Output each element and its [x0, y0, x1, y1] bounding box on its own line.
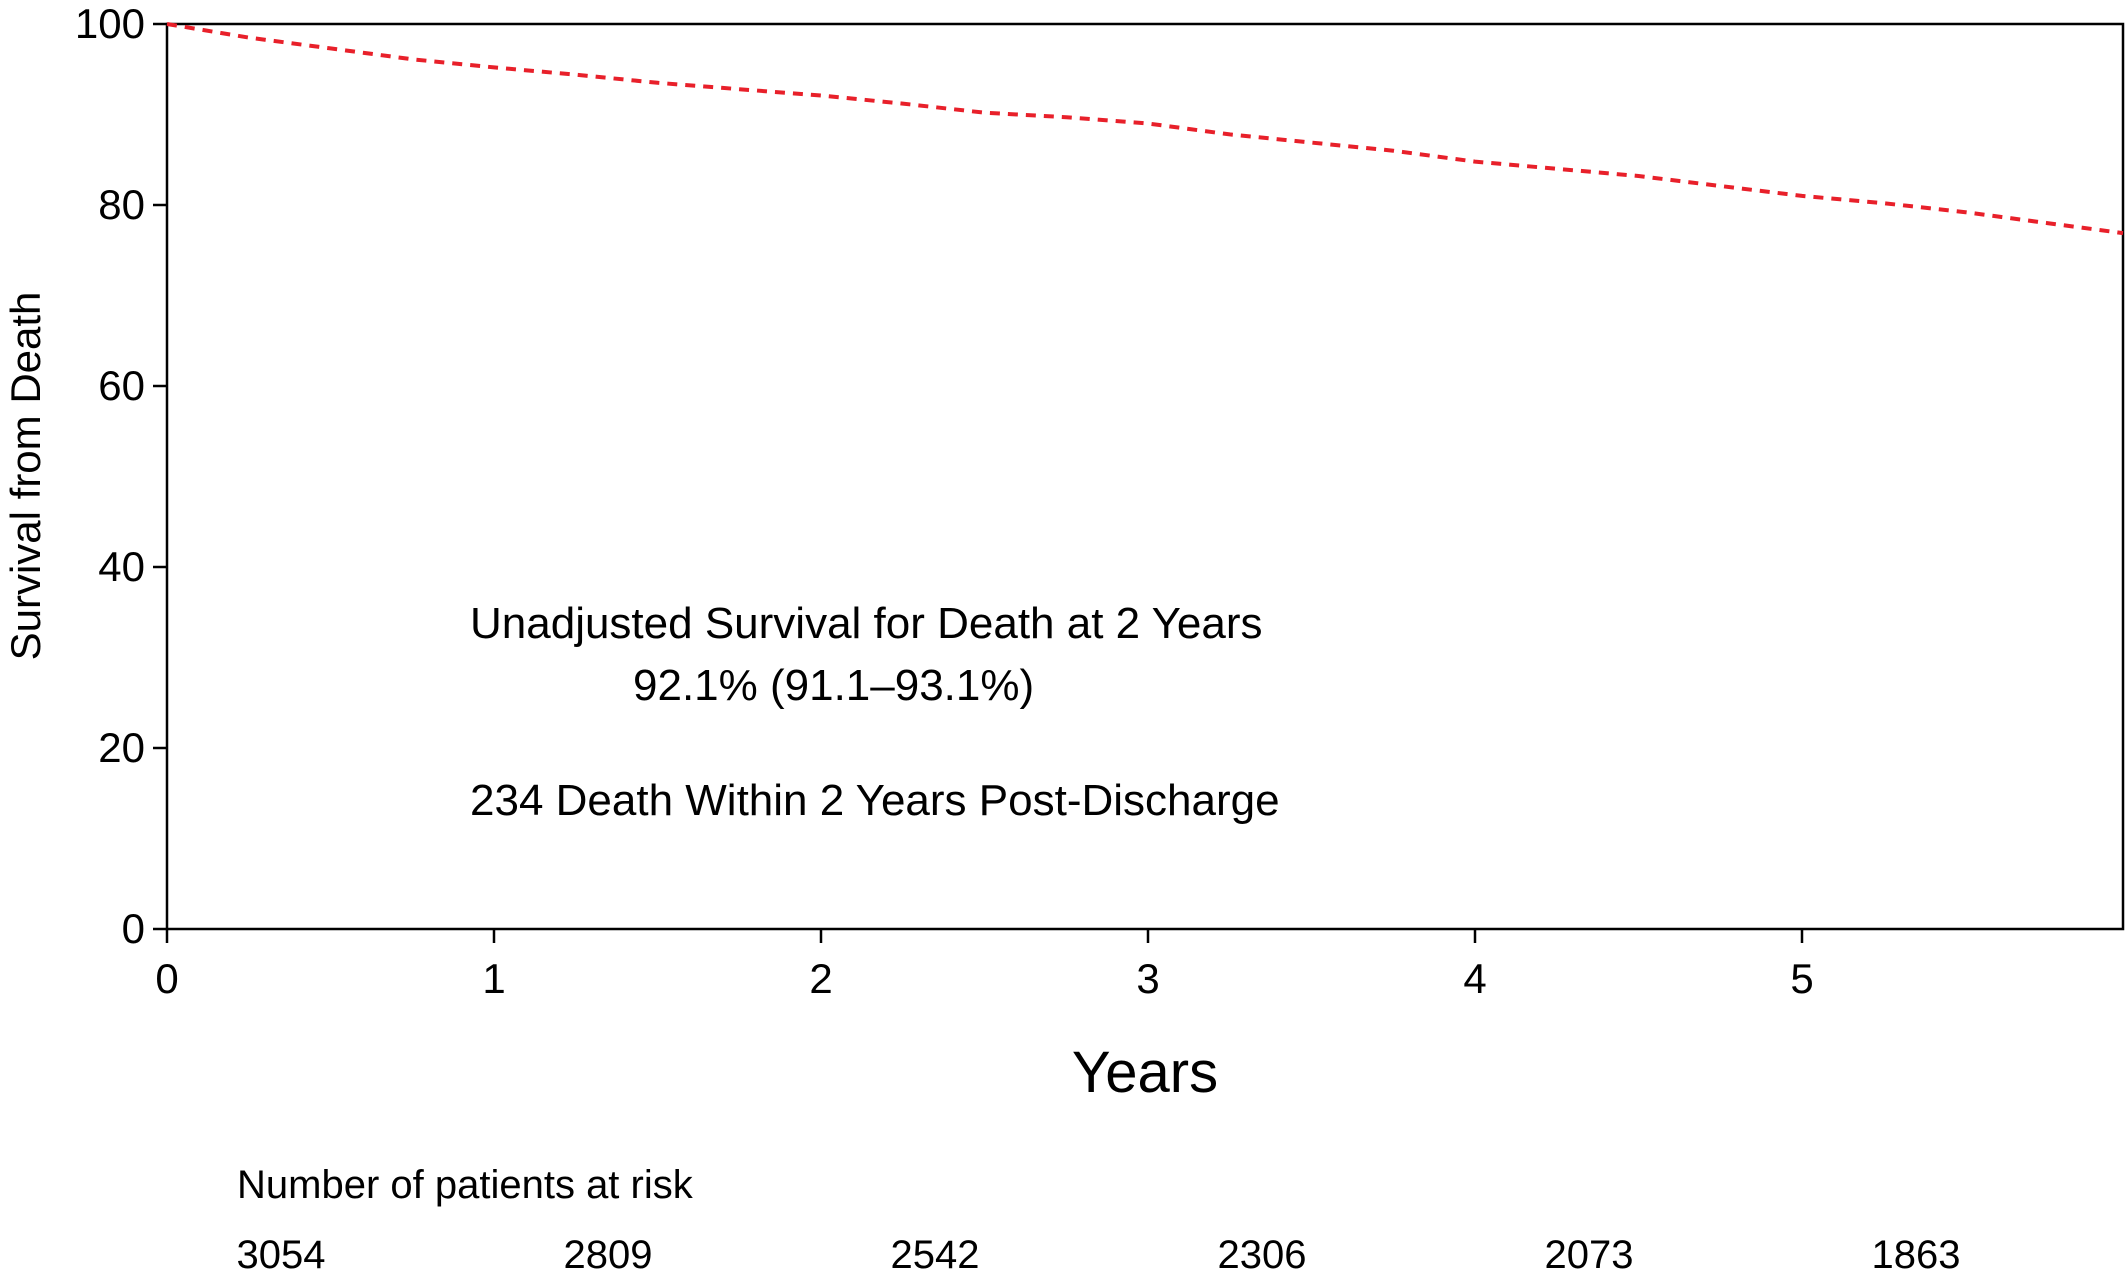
x-tick-label: 0: [155, 955, 178, 1002]
y-axis-ticks: 0 20 40 60 80 100: [75, 0, 167, 952]
annotation-survival-title: Unadjusted Survival for Death at 2 Years: [470, 599, 1262, 648]
y-tick-label: 60: [98, 362, 145, 409]
annotation-survival-value: 92.1% (91.1–93.1%): [633, 661, 1034, 710]
plot-frame: [165, 22, 2125, 931]
risk-table-values: 3054 2809 2542 2306 2073 1863: [237, 1233, 1961, 1277]
x-tick-label: 5: [1790, 955, 1813, 1002]
x-tick-label: 4: [1463, 955, 1486, 1002]
x-tick-label: 2: [809, 955, 832, 1002]
survival-curve: [166, 22, 2124, 236]
y-axis-label: Survival from Death: [2, 292, 49, 661]
y-tick-label: 100: [75, 0, 145, 47]
risk-table-title: Number of patients at risk: [237, 1163, 694, 1207]
risk-value: 2073: [1545, 1233, 1634, 1277]
risk-value: 2542: [891, 1233, 980, 1277]
risk-value: 1863: [1872, 1233, 1961, 1277]
y-tick-label: 40: [98, 543, 145, 590]
annotation-death-count: 234 Death Within 2 Years Post-Discharge: [470, 776, 1280, 825]
y-tick-label: 20: [98, 724, 145, 771]
risk-value: 3054: [237, 1233, 326, 1277]
x-axis-ticks: 0 1 2 3 4 5: [155, 929, 1814, 1002]
risk-value: 2306: [1218, 1233, 1307, 1277]
y-tick-label: 0: [122, 905, 145, 952]
x-tick-label: 3: [1136, 955, 1159, 1002]
y-tick-label: 80: [98, 181, 145, 228]
x-axis-label: Years: [1072, 1040, 1218, 1105]
x-tick-label: 1: [482, 955, 505, 1002]
risk-value: 2809: [564, 1233, 653, 1277]
